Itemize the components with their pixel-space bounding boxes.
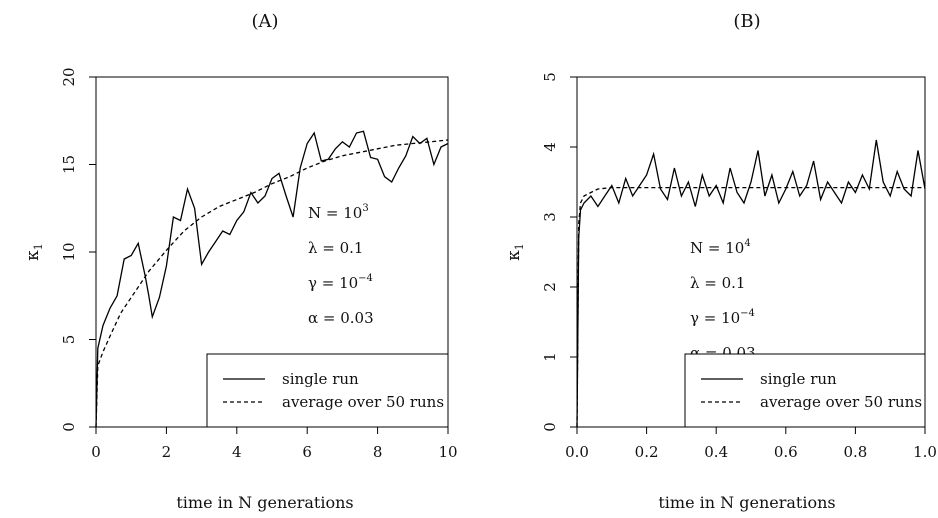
x-tick-label: 0.4: [704, 443, 728, 461]
x-tick-label: 0.8: [843, 443, 867, 461]
legend-box: [206, 353, 449, 428]
y-axis-label: κ1: [504, 243, 526, 261]
y-tick-label: 0: [60, 422, 78, 432]
legend: single run average over 50 runs: [206, 353, 449, 428]
parameter-label: λ = 0.1: [690, 274, 745, 292]
single-run-series-line: [576, 139, 926, 428]
x-axis: 0.0 0.2 0.4 0.6 0.8 1.0: [565, 427, 937, 461]
x-tick-label: 6: [302, 443, 312, 461]
x-axis: 0 2 4 6 8 10: [91, 427, 458, 461]
x-tick-label: 0.0: [565, 443, 589, 461]
y-axis-label: κ1: [23, 243, 45, 261]
x-tick-label: 8: [373, 443, 383, 461]
x-tick-label: 4: [232, 443, 242, 461]
y-tick-label: 5: [60, 335, 78, 345]
y-tick-label: 15: [60, 155, 78, 174]
panel-label: (B): [733, 11, 760, 32]
y-tick-label: 1: [541, 352, 559, 362]
x-tick-label: 0.6: [774, 443, 798, 461]
legend-entry: average over 50 runs: [760, 393, 922, 411]
x-tick-label: 10: [438, 443, 457, 461]
y-tick-label: 4: [541, 142, 559, 152]
parameter-label: γ = 10−4: [308, 273, 373, 292]
x-tick-label: 2: [162, 443, 172, 461]
parameter-label: γ = 10−4: [690, 308, 755, 327]
panel-b: (B) 0.0 0.2 0.4 0.6 0.8 1.0 0 1 2 3 4 5 time in N …: [504, 11, 937, 512]
single-run-series-line: [95, 130, 449, 428]
parameter-label: N = 103: [308, 203, 369, 222]
x-axis-label: time in N generations: [176, 493, 353, 512]
y-axis: 0 5 10 15 20: [60, 67, 96, 432]
x-tick-label: 0.2: [635, 443, 659, 461]
parameter-label: α = 0.03: [308, 309, 374, 327]
y-axis: 0 1 2 3 4 5: [541, 72, 577, 432]
panel-a: (A) 0 2 4 6 8 10 0 5 10 15 20 time in N generatio…: [23, 11, 458, 512]
legend: single run average over 50 runs: [684, 353, 926, 428]
y-tick-label: 10: [60, 242, 78, 261]
legend-entry: single run: [282, 370, 359, 388]
average-series-line: [576, 186, 925, 428]
y-tick-label: 20: [60, 67, 78, 86]
y-tick-label: 0: [541, 422, 559, 432]
series-layer: [95, 130, 449, 428]
panel-label: (A): [251, 11, 278, 32]
parameter-label: N = 104: [690, 238, 751, 257]
y-tick-label: 2: [541, 282, 559, 292]
parameter-label: λ = 0.1: [308, 239, 363, 257]
legend-entry: average over 50 runs: [282, 393, 444, 411]
average-series-line: [95, 139, 449, 428]
parameter-annotations: N = 103 λ = 0.1 γ = 10−4 α = 0.03: [308, 203, 374, 327]
x-tick-label: 1.0: [913, 443, 937, 461]
y-tick-label: 5: [541, 72, 559, 82]
legend-box: [684, 353, 926, 428]
series-layer: [576, 139, 926, 428]
legend-entry: single run: [760, 370, 837, 388]
x-axis-label: time in N generations: [658, 493, 835, 512]
x-tick-label: 0: [91, 443, 101, 461]
y-tick-label: 3: [541, 212, 559, 222]
